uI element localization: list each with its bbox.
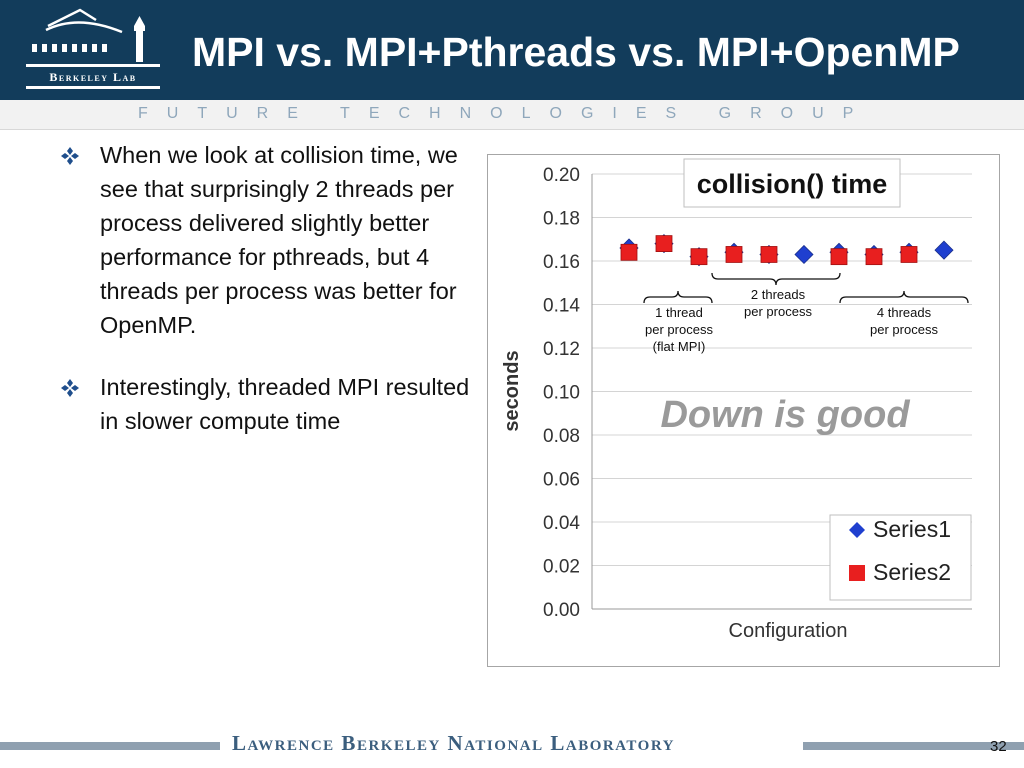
chart-title-box bbox=[683, 158, 901, 208]
series2-point bbox=[690, 248, 708, 266]
bullet-list: When we look at collision time, we see t… bbox=[60, 138, 480, 466]
series2-point bbox=[760, 246, 778, 263]
bullet-text: Interestingly, threaded MPI resulted in … bbox=[100, 374, 470, 434]
page-title: MPI vs. MPI+Pthreads vs. MPI+OpenMP bbox=[192, 29, 960, 75]
y-tick-label: 0.04 bbox=[543, 513, 580, 534]
bullet-item: Interestingly, threaded MPI resulted in … bbox=[60, 370, 480, 438]
diamond-bullet-icon bbox=[60, 370, 100, 438]
legend-series1-marker bbox=[849, 522, 865, 538]
series2-point bbox=[865, 248, 883, 266]
series2-point bbox=[900, 246, 918, 263]
series2-point bbox=[830, 248, 848, 266]
group-annotation-label: 1 thread bbox=[655, 305, 703, 320]
y-tick-label: 0.16 bbox=[543, 252, 580, 273]
bullet-item: When we look at collision time, we see t… bbox=[60, 138, 480, 342]
y-tick-label: 0.18 bbox=[543, 209, 580, 230]
group-annotation-label: per process bbox=[870, 322, 938, 337]
group-band: FUTURE TECHNOLOGIES GROUP bbox=[0, 100, 1024, 130]
diamond-bullet-icon bbox=[60, 138, 100, 342]
group-annotation-label: (flat MPI) bbox=[653, 339, 706, 354]
group-annotation-label: 2 threads bbox=[751, 287, 806, 302]
legend-label: Series2 bbox=[873, 559, 951, 585]
brace-1-thread bbox=[643, 290, 713, 304]
berkeley-lab-logo: Berkeley Lab bbox=[26, 8, 160, 89]
y-tick-label: 0.06 bbox=[543, 470, 580, 491]
group-annotation-label: 4 threads bbox=[877, 305, 932, 320]
y-tick-label: 0.10 bbox=[543, 383, 580, 404]
logo-text: Berkeley Lab bbox=[49, 70, 136, 84]
slide-header: Berkeley Lab MPI vs. MPI+Pthreads vs. MP… bbox=[0, 0, 1024, 100]
footer-lab-name: Lawrence Berkeley National Laboratory bbox=[232, 731, 675, 755]
brace-4-threads bbox=[839, 290, 969, 304]
legend-label: Series1 bbox=[873, 516, 951, 542]
bullet-text: When we look at collision time, we see t… bbox=[100, 142, 458, 338]
footer-line-left bbox=[0, 742, 220, 750]
footer-line-right bbox=[803, 742, 1024, 750]
series1-point bbox=[934, 240, 954, 260]
y-tick-label: 0.08 bbox=[543, 426, 580, 447]
y-tick-label: 0.12 bbox=[543, 339, 580, 360]
page-number: 32 bbox=[990, 738, 1007, 755]
y-tick-label: 0.02 bbox=[543, 557, 580, 578]
chart-title: collision() time bbox=[697, 169, 888, 199]
series2-point bbox=[620, 243, 638, 261]
y-tick-label: 0.14 bbox=[543, 296, 580, 317]
series1-point bbox=[794, 244, 814, 265]
legend-box bbox=[829, 514, 972, 601]
legend-series2-marker bbox=[849, 565, 865, 581]
y-tick-label: 0.00 bbox=[543, 600, 580, 621]
group-band-text: FUTURE TECHNOLOGIES GROUP bbox=[138, 105, 873, 122]
chart-frame: 0.00 0.02 0.04 0.06 0.08 0.10 0.12 0.14 0.16 0.18… bbox=[487, 154, 1000, 667]
collision-time-chart: 0.00 0.02 0.04 0.06 0.08 0.10 0.12 0.14 0.16 0.18… bbox=[501, 158, 972, 642]
series2-point bbox=[655, 235, 673, 252]
brace-2-threads bbox=[711, 272, 841, 286]
x-axis-label: Configuration bbox=[729, 620, 848, 642]
y-tick-label: 0.20 bbox=[543, 165, 580, 186]
y-axis-label: seconds bbox=[501, 350, 523, 431]
series2-point bbox=[725, 246, 743, 263]
down-is-good-callout: Down is good bbox=[660, 394, 910, 436]
group-annotation-label: per process bbox=[645, 322, 713, 337]
group-annotation-label: per process bbox=[744, 304, 812, 319]
